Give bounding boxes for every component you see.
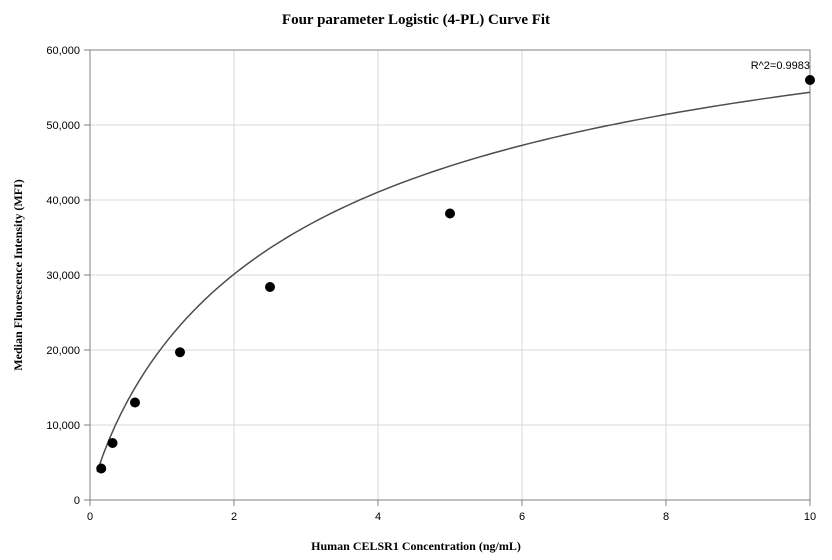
data-point <box>130 398 140 408</box>
y-tick-label: 0 <box>74 495 80 507</box>
y-axis-label: Median Fluorescence Intensity (MFI) <box>11 179 25 370</box>
x-tick-label: 8 <box>663 511 669 523</box>
x-axis-label: Human CELSR1 Concentration (ng/mL) <box>0 539 832 554</box>
chart-container: Four parameter Logistic (4-PL) Curve Fit… <box>0 0 832 560</box>
data-point <box>805 75 815 85</box>
y-tick-label: 40,000 <box>46 195 80 207</box>
chart-svg: 0 2 4 6 8 10 0 10,000 20,000 30,000 40,000 50,000 60… <box>0 0 832 560</box>
data-point <box>108 438 118 448</box>
data-point <box>175 347 185 357</box>
y-tick-label: 50,000 <box>46 120 80 132</box>
data-point <box>445 209 455 219</box>
r-squared-annotation: R^2=0.9983 <box>751 60 810 72</box>
data-point <box>265 282 275 292</box>
y-tick-label: 10,000 <box>46 420 80 432</box>
y-tick-label: 60,000 <box>46 45 80 57</box>
y-tick-label: 20,000 <box>46 345 80 357</box>
x-tick-label: 6 <box>519 511 525 523</box>
x-tick-label: 4 <box>375 511 381 523</box>
x-tick-label: 0 <box>87 511 93 523</box>
y-tick-label: 30,000 <box>46 270 80 282</box>
fit-curve <box>97 92 810 472</box>
x-tick-label: 2 <box>231 511 237 523</box>
data-point <box>96 464 106 474</box>
x-tick-label: 10 <box>804 511 816 523</box>
